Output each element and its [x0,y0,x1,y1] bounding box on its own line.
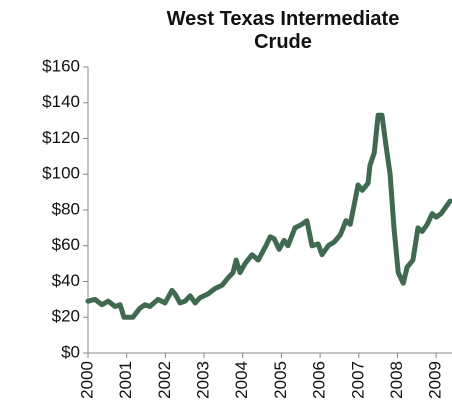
y-tick-label: $0 [61,342,80,361]
x-tick-label: 2005 [271,361,290,399]
y-tick-label: $20 [52,307,80,326]
x-tick-label: 2003 [194,361,213,399]
x-tick-label: 2002 [155,361,174,399]
y-tick-label: $60 [52,235,80,254]
x-tick-label: 2007 [348,361,367,399]
x-tick-label: 2008 [387,361,406,399]
x-tick-label: 2001 [116,361,135,399]
y-tick-label: $100 [42,164,80,183]
x-tick-label: 2004 [232,361,251,399]
x-tick-label: 2009 [426,361,445,399]
y-tick-label: $140 [42,92,80,111]
chart-title: West Texas Intermediate Crude [166,8,400,53]
y-tick-label: $80 [52,199,80,218]
y-tick-label: $40 [52,271,80,290]
x-tick-label: 2000 [77,361,96,399]
data-line [85,112,452,320]
y-tick-label: $160 [42,56,80,75]
x-tick-label: 2006 [310,361,329,399]
y-tick-label: $120 [42,128,80,147]
